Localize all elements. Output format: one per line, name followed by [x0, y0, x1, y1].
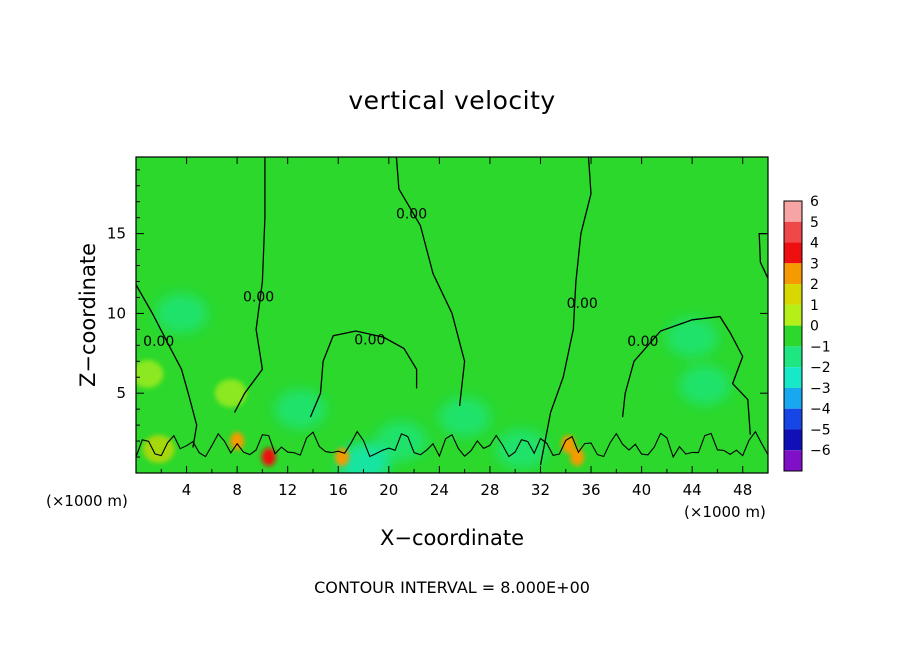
y-tick-label: 5: [116, 384, 126, 402]
positive-velocity-core: [261, 448, 276, 467]
colorbar-swatch: [784, 450, 802, 471]
x-unit-label-right: (×1000 m): [684, 503, 766, 521]
colorbar-label: 2: [810, 277, 819, 293]
colorbar-label: 0: [810, 319, 819, 335]
colorbar-frame: [783, 200, 803, 472]
contour-label: 0.00: [243, 289, 274, 305]
x-tick-label: 4: [182, 481, 192, 499]
contour-label: 0.00: [143, 334, 174, 350]
y-axis-label: Z−coordinate: [76, 243, 100, 387]
contour-label: 0.00: [627, 334, 658, 350]
x-axis: 4 8 12 16 20 24 28 32 36 40 44 48: [160, 157, 752, 499]
colorbar-label: −6: [810, 443, 831, 459]
y-tick-label: 10: [107, 304, 126, 322]
negative-velocity-region: [155, 293, 208, 334]
chart-title: vertical velocity: [348, 86, 556, 115]
colorbar-label: 5: [810, 215, 819, 231]
negative-velocity-region: [438, 397, 491, 438]
colorbar-swatch: [784, 346, 802, 368]
colorbar: 6 5 4 3 2 1 0 −1 −2 −3 −4 −5 −6: [783, 194, 831, 472]
colorbar-label: −3: [810, 381, 831, 397]
contour-label: 0.00: [567, 296, 598, 312]
positive-velocity-core: [136, 360, 164, 389]
positive-velocity-core: [214, 379, 247, 408]
zero-contour-line: [539, 157, 592, 466]
negative-velocity-region: [274, 389, 327, 430]
zero-contour-line: [136, 284, 198, 448]
colorbar-label: −4: [810, 402, 831, 418]
positive-velocity-core: [335, 448, 350, 467]
field-shading: [155, 293, 731, 473]
negative-velocity-region: [666, 317, 719, 358]
negative-velocity-region: [678, 365, 731, 406]
colorbar-label: 1: [810, 298, 819, 314]
x-tick-label: 8: [232, 481, 242, 499]
x-tick-label: 16: [329, 481, 348, 499]
x-axis-label: X−coordinate: [380, 526, 524, 550]
colorbar-label: −5: [810, 422, 831, 438]
positive-shading: [136, 360, 585, 467]
colorbar-swatch: [784, 263, 802, 285]
colorbar-label: 3: [810, 256, 819, 272]
colorbar-swatch: [784, 201, 802, 222]
negative-velocity-region: [495, 429, 548, 470]
colorbar-swatch: [784, 367, 802, 388]
y-tick-label: 15: [107, 225, 126, 243]
negative-velocity-region: [337, 443, 390, 473]
negative-velocity-region: [375, 421, 428, 462]
colorbar-swatch: [784, 387, 802, 409]
colorbar-swatch: [784, 284, 802, 305]
colorbar-label: 6: [810, 194, 819, 210]
positive-velocity-core: [142, 435, 175, 464]
contour-label: 0.00: [396, 206, 427, 222]
colorbar-swatch: [784, 429, 802, 451]
positive-velocity-core: [230, 432, 245, 451]
x-tick-label: 40: [632, 481, 651, 499]
colorbar-label: −2: [810, 360, 831, 376]
x-tick-label: 20: [379, 481, 398, 499]
x-tick-label: 44: [683, 481, 702, 499]
positive-velocity-core: [561, 435, 576, 454]
surface-contour: [136, 430, 768, 459]
colorbar-swatch: [784, 408, 802, 430]
colorbar-label: −1: [810, 339, 831, 355]
x-tick-label: 36: [581, 481, 600, 499]
x-tick-label: 28: [480, 481, 499, 499]
x-unit-label-left: (×1000 m): [46, 492, 128, 510]
x-tick-label: 24: [430, 481, 449, 499]
positive-velocity-core: [570, 448, 585, 467]
colorbar-swatch: [784, 325, 802, 347]
zero-contour-line: [621, 315, 751, 435]
colorbar-swatch: [784, 221, 802, 243]
colorbar-swatch: [784, 242, 802, 264]
colorbar-swatch: [784, 304, 802, 326]
y-axis: 5 10 15: [107, 169, 768, 458]
contour-label: 0.00: [354, 333, 385, 349]
plot-frame: [135, 156, 769, 474]
x-tick-label: 32: [531, 481, 550, 499]
zero-contour-line: [395, 157, 466, 407]
zero-contour-line: [309, 330, 418, 418]
x-tick-label: 12: [278, 481, 297, 499]
colorbar-label: 4: [810, 236, 819, 252]
zero-contour-line: [234, 157, 266, 413]
plot-area: 0.00 0.00 0.00 0.00 0.00 0.00: [136, 157, 768, 473]
x-tick-label: 48: [733, 481, 752, 499]
contour-interval-note: CONTOUR INTERVAL = 8.000E+00: [314, 578, 590, 597]
